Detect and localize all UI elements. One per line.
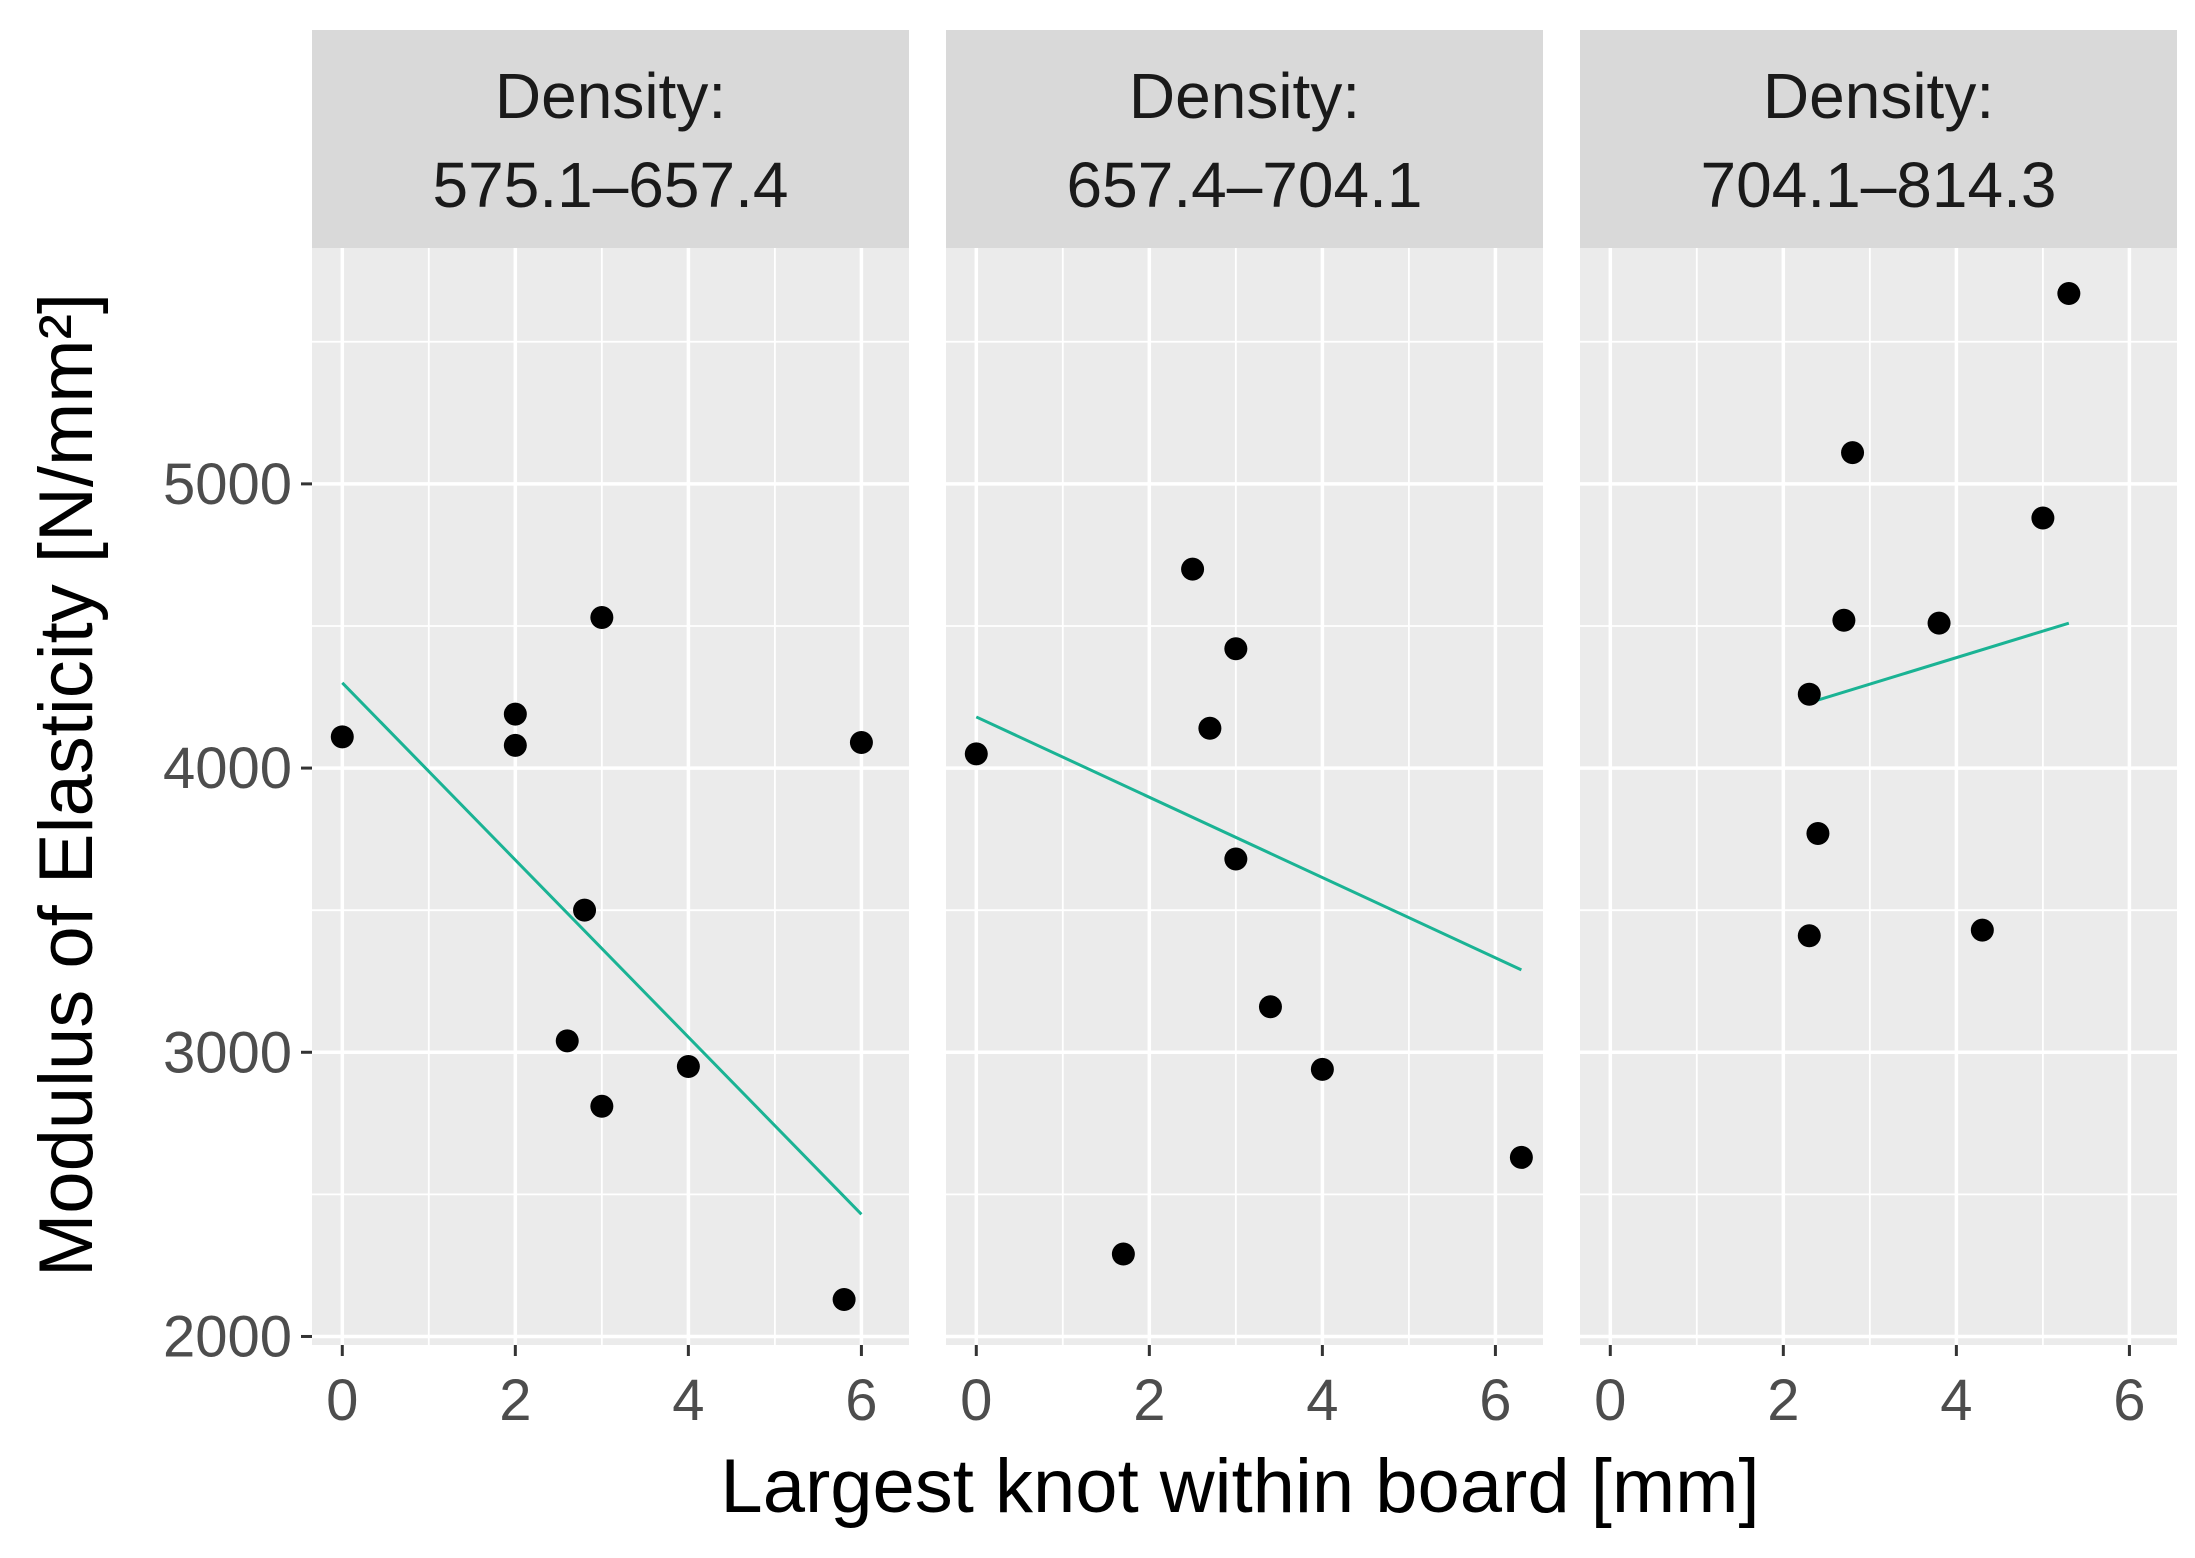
data-point [1310, 1057, 1334, 1081]
data-point [832, 1288, 856, 1312]
facet-strip-label-line1: Density: [1129, 60, 1360, 132]
data-point [1832, 608, 1856, 632]
y-tick-label: 2000 [163, 1304, 292, 1369]
x-tick-label: 2 [499, 1368, 531, 1433]
facet-panel: Density: 575.1–657.4 0 2 4 6 [312, 30, 909, 1433]
data-point [1198, 716, 1222, 740]
data-point [1797, 682, 1821, 706]
x-axis-title: Largest knot within board [mm] [720, 1444, 1759, 1529]
data-point [1181, 557, 1205, 581]
panels: Density: 575.1–657.4 0 2 4 6 Density: 657.4–704… [163, 30, 2177, 1433]
x-tick-label: 0 [1594, 1368, 1626, 1433]
data-point [503, 702, 527, 726]
data-point [503, 733, 527, 757]
data-point [555, 1029, 579, 1053]
data-point [1806, 821, 1830, 845]
data-point [1111, 1242, 1135, 1266]
facet-panel: Density: 657.4–704.1 0 2 4 6 [946, 30, 1543, 1433]
facet-strip-label-line1: Density: [1763, 60, 1994, 132]
data-point [573, 898, 597, 922]
x-tick-label: 6 [1479, 1368, 1511, 1433]
facet-strip-label-line2: 657.4–704.1 [1067, 149, 1423, 221]
y-tick-label: 4000 [163, 736, 292, 801]
regression-line [341, 681, 863, 1216]
data-point [1927, 611, 1951, 635]
data-point [1970, 918, 1994, 942]
y-tick-label: 5000 [163, 452, 292, 517]
regression-line [1808, 621, 2070, 705]
x-tick-label: 2 [1133, 1368, 1165, 1433]
data-point [1841, 441, 1865, 465]
data-point [2057, 281, 2081, 305]
data-point [330, 725, 354, 749]
data-point [1509, 1145, 1533, 1169]
data-point [1224, 847, 1248, 871]
facet-strip [946, 30, 1543, 248]
data-point [590, 605, 614, 629]
facet-strip [1580, 30, 2177, 248]
x-tick-label: 4 [1306, 1368, 1338, 1433]
x-tick-label: 4 [672, 1368, 704, 1433]
x-tick-label: 4 [1940, 1368, 1972, 1433]
data-point [964, 742, 988, 766]
data-point [590, 1094, 614, 1118]
facet-strip-label-line2: 575.1–657.4 [433, 149, 789, 221]
facet-strip-label-line1: Density: [495, 60, 726, 132]
x-tick-label: 2 [1767, 1368, 1799, 1433]
data-point [2031, 506, 2055, 530]
facet-strip [312, 30, 909, 248]
data-point [849, 731, 873, 755]
facet-panel: Density: 704.1–814.3 0 2 4 6 [1580, 30, 2177, 1433]
x-tick-label: 0 [326, 1368, 358, 1433]
x-tick-label: 6 [2113, 1368, 2145, 1433]
data-point [1224, 637, 1248, 661]
regression-line [975, 715, 1523, 972]
x-tick-label: 6 [845, 1368, 877, 1433]
y-tick-label: 3000 [163, 1020, 292, 1085]
data-point [1258, 995, 1282, 1019]
facet-strip-label-line2: 704.1–814.3 [1701, 149, 2057, 221]
panel-background [312, 248, 909, 1345]
panel-background [1580, 248, 2177, 1345]
data-point [1797, 924, 1821, 948]
x-tick-label: 0 [960, 1368, 992, 1433]
y-axis-title: Modulus of Elasticity [N/mm²] [24, 293, 109, 1277]
data-point [676, 1054, 700, 1078]
panel-background [946, 248, 1543, 1345]
